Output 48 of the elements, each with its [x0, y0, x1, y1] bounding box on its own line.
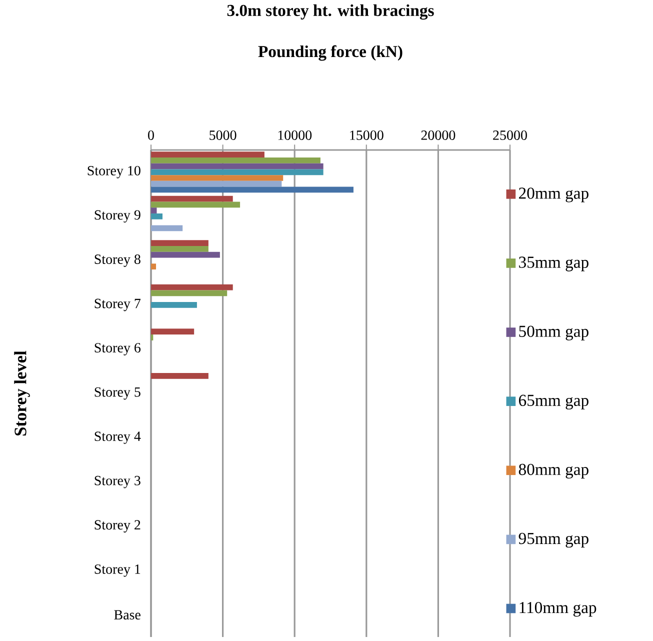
y-tick-label: Storey 1 — [94, 564, 140, 577]
bar — [151, 180, 282, 187]
bar — [151, 290, 228, 296]
bar — [151, 240, 208, 246]
y-tick-label: Storey 6 — [94, 343, 141, 356]
y-tick-label: Base — [114, 610, 140, 620]
bar — [151, 163, 324, 170]
x-tick-label: 10000 — [278, 130, 312, 140]
x-tick-label: 20000 — [421, 130, 456, 140]
bar — [151, 246, 208, 252]
bar — [151, 152, 264, 158]
bar — [151, 252, 220, 258]
bar — [151, 202, 240, 208]
y-tick-label: Storey 4 — [94, 432, 141, 444]
y-tick-label: Storey 5 — [94, 387, 140, 400]
bar — [151, 225, 183, 232]
x-tick-label: 0 — [148, 130, 154, 140]
x-axis-title: Pounding force (kN) — [258, 45, 402, 61]
y-tick-label: Storey 9 — [94, 210, 140, 223]
bar — [151, 372, 208, 379]
y-tick-label: Storey 2 — [94, 520, 140, 532]
legend-label: 35mm gap — [519, 256, 588, 272]
bar — [151, 328, 194, 335]
legend-label: 50mm gap — [519, 326, 588, 340]
bar — [151, 186, 354, 193]
legend-label: 110mm gap — [520, 602, 596, 617]
legend-label: 20mm gap — [519, 188, 588, 202]
chart-title: 3.0m storey ht. with bracings — [227, 4, 434, 20]
bar — [151, 175, 284, 181]
bar — [151, 284, 233, 290]
y-tick-label: Storey 7 — [94, 298, 141, 312]
y-tick-label: Storey 8 — [94, 254, 140, 267]
bar — [151, 196, 233, 202]
y-tick-label: Storey 10 — [88, 166, 140, 178]
bar — [151, 157, 320, 164]
legend-label: 65mm gap — [518, 394, 588, 410]
x-tick-label: 5000 — [210, 130, 236, 140]
x-tick-label: 25000 — [493, 130, 527, 140]
legend-label: 95mm gap — [518, 532, 588, 548]
y-axis-title: Storey level — [14, 350, 30, 436]
legend-label: 80mm gap — [518, 464, 588, 479]
bar — [151, 264, 156, 270]
bar — [151, 302, 197, 308]
bar — [151, 213, 162, 220]
x-tick-label: 15000 — [350, 130, 384, 140]
bar — [151, 208, 157, 214]
y-tick-label: Storey 3 — [94, 476, 140, 488]
bar — [151, 169, 324, 176]
